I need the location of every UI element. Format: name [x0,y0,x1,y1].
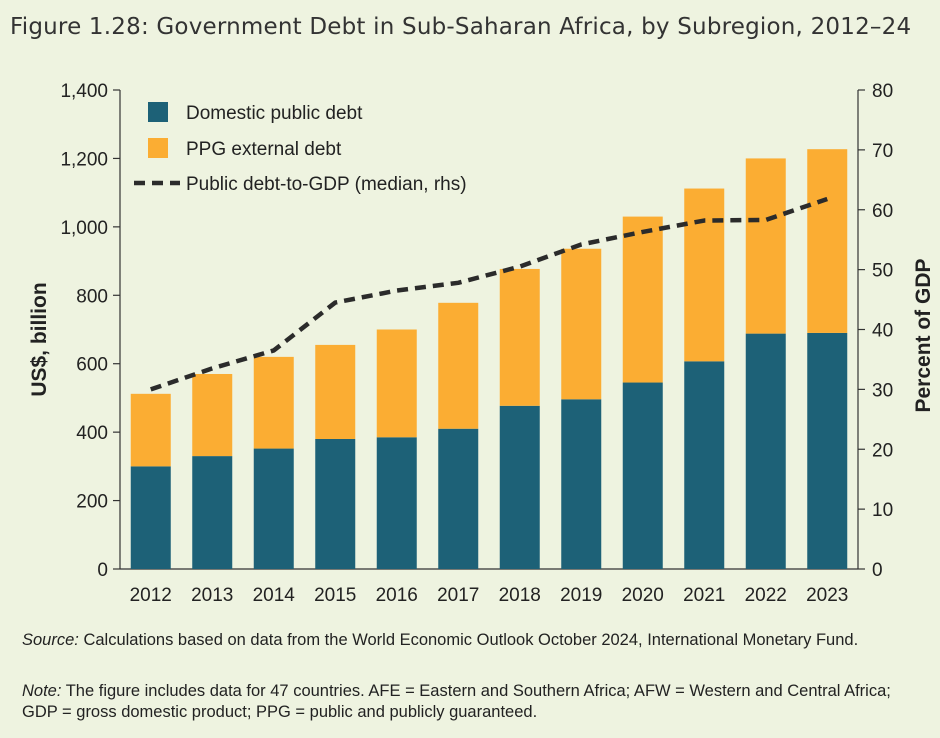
x-tick-label: 2022 [745,585,787,606]
bar-domestic-debt [807,332,848,569]
right-tick-label: 70 [872,141,893,162]
right-tick-label: 80 [872,81,893,102]
legend-swatch-domestic [148,102,168,122]
debt-to-gdp-line [150,196,828,392]
right-tick-label: 10 [872,500,893,521]
bar-external-debt [561,248,602,400]
bar-external-debt [499,268,540,406]
bar-external-debt [253,356,294,449]
x-tick-label: 2021 [683,585,725,606]
bar-external-debt [745,158,786,334]
bar-domestic-debt [561,399,602,569]
x-tick-label: 2020 [622,585,664,606]
x-tick-label: 2012 [130,585,172,606]
left-tick-label: 800 [76,286,108,307]
bar-external-debt [807,149,848,333]
right-tick-label: 60 [872,201,893,222]
bar-external-debt [622,216,663,383]
left-tick-label: 1,400 [60,81,108,102]
bar-domestic-debt [315,438,356,569]
bar-domestic-debt [622,382,663,569]
legend-label-line: Public debt-to-GDP (median, rhs) [186,174,467,195]
bar-domestic-debt [684,361,725,569]
left-tick-label: 200 [76,492,108,513]
bar-domestic-debt [130,466,171,569]
legend-label-domestic: Domestic public debt [186,103,363,124]
x-tick-label: 2019 [560,585,602,606]
x-tick-label: 2016 [376,585,418,606]
bar-external-debt [684,188,725,362]
right-axis-title: Percent of GDP [912,258,935,412]
source-note: Source: Calculations based on data from … [22,630,922,651]
bar-domestic-debt [438,428,479,569]
bar-domestic-debt [499,405,540,569]
bar-domestic-debt [192,456,233,569]
left-tick-label: 400 [76,423,108,444]
right-tick-label: 30 [872,380,893,401]
left-tick-label: 1,000 [60,218,108,239]
bar-domestic-debt [745,333,786,569]
bar-external-debt [192,373,233,457]
left-tick-label: 1,200 [60,149,108,170]
source-label: Source: [22,631,79,649]
note-label: Note: [22,682,62,700]
source-text: Calculations based on data from the Worl… [78,631,859,649]
note-text: The figure includes data for 47 countrie… [22,682,891,721]
bar-external-debt [315,344,356,439]
left-axis-title: US$, billion [28,282,51,396]
x-tick-label: 2013 [191,585,233,606]
x-tick-label: 2023 [806,585,848,606]
note: Note: The figure includes data for 47 co… [22,681,922,723]
right-tick-label: 40 [872,321,893,342]
right-tick-label: 50 [872,261,893,282]
x-tick-label: 2018 [499,585,541,606]
bar-domestic-debt [376,437,417,569]
bar-external-debt [438,302,479,429]
x-tick-label: 2015 [314,585,356,606]
right-tick-label: 20 [872,440,893,461]
legend-swatch-external [148,138,168,158]
chart-area: 0 200 400 600 800 1,000 1,200 1,400 0 10 20 30 40 50 6… [28,81,935,606]
bar-external-debt [376,329,417,438]
bar-external-debt [130,393,171,467]
right-tick-label: 0 [872,560,883,581]
left-tick-label: 600 [76,355,108,376]
x-tick-label: 2017 [437,585,479,606]
bar-domestic-debt [253,448,294,569]
legend-label-external: PPG external debt [186,139,342,160]
left-tick-label: 0 [97,560,108,581]
chart-title: Figure 1.28: Government Debt in Sub-Saha… [10,14,912,40]
x-tick-label: 2014 [253,585,296,606]
